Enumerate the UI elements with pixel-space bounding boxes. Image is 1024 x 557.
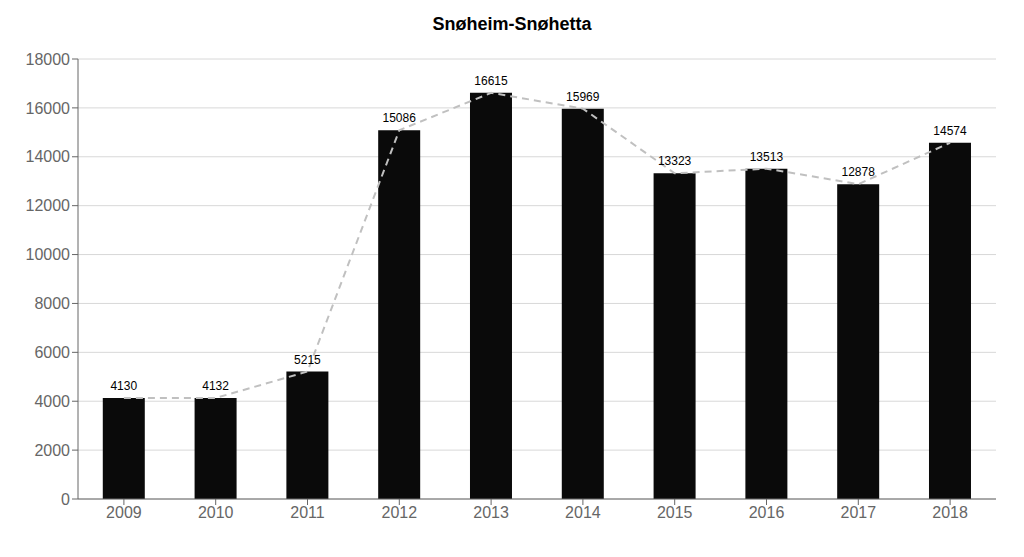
- svg-text:16000: 16000: [26, 100, 71, 117]
- svg-text:5215: 5215: [294, 353, 321, 367]
- svg-text:2009: 2009: [106, 504, 142, 521]
- svg-text:14574: 14574: [933, 124, 967, 138]
- svg-text:15969: 15969: [566, 90, 600, 104]
- svg-text:16615: 16615: [474, 74, 508, 88]
- svg-text:12878: 12878: [841, 165, 875, 179]
- svg-text:0: 0: [61, 491, 70, 508]
- svg-text:2000: 2000: [34, 442, 70, 459]
- svg-text:4130: 4130: [110, 379, 137, 393]
- svg-text:2011: 2011: [290, 504, 325, 521]
- svg-text:2017: 2017: [841, 504, 877, 521]
- svg-text:4000: 4000: [34, 393, 70, 410]
- svg-text:6000: 6000: [34, 344, 70, 361]
- svg-text:14000: 14000: [26, 148, 71, 165]
- svg-text:18000: 18000: [26, 51, 71, 68]
- svg-text:2013: 2013: [473, 504, 509, 521]
- svg-text:15086: 15086: [382, 111, 416, 125]
- svg-text:8000: 8000: [34, 295, 70, 312]
- svg-text:2012: 2012: [382, 504, 418, 521]
- svg-text:4132: 4132: [202, 379, 229, 393]
- svg-text:2010: 2010: [198, 504, 234, 521]
- svg-text:2014: 2014: [565, 504, 601, 521]
- svg-text:2018: 2018: [932, 504, 968, 521]
- svg-text:2015: 2015: [657, 504, 693, 521]
- svg-text:13513: 13513: [750, 150, 784, 164]
- svg-text:10000: 10000: [26, 246, 71, 263]
- svg-text:12000: 12000: [26, 197, 71, 214]
- html-text:Snøheim-Snøhetta: Snøheim-Snøhetta: [432, 14, 592, 34]
- svg-text:2016: 2016: [749, 504, 785, 521]
- svg-text:13323: 13323: [658, 154, 692, 168]
